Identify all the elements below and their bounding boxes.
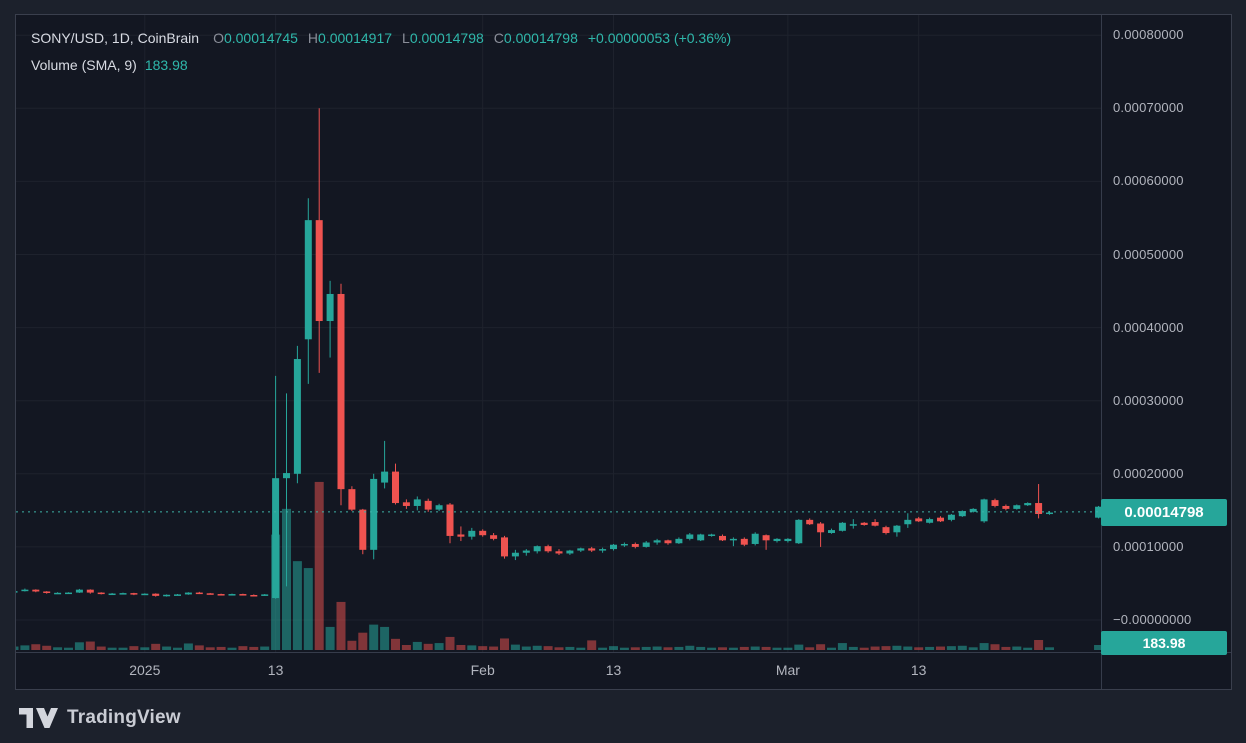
- close-value: 0.00014798: [503, 30, 578, 46]
- price-tick-label: 0.00030000: [1113, 392, 1184, 408]
- price-tick-label: 0.00020000: [1113, 465, 1184, 481]
- symbol-row: SONY/USD, 1D, CoinBrain O0.00014745 H0.000…: [31, 29, 731, 48]
- axis-separators: [16, 15, 1231, 689]
- grid-layer: [16, 15, 1101, 652]
- price-tick-label: 0.00050000: [1113, 246, 1184, 262]
- time-tick-label: 13: [910, 662, 927, 678]
- symbol-title[interactable]: SONY/USD, 1D, CoinBrain: [31, 30, 200, 46]
- volume-study-label[interactable]: Volume (SMA, 9): [31, 57, 137, 73]
- open-value: 0.00014745: [223, 30, 298, 46]
- time-tick-label: 2025: [129, 662, 161, 678]
- low-value: 0.00014798: [409, 30, 484, 46]
- price-tick-label: 0.00060000: [1113, 173, 1184, 189]
- volume-row: Volume (SMA, 9) 183.98: [31, 56, 731, 75]
- volume-study-value: 183.98: [144, 57, 188, 73]
- open-label: O: [213, 30, 224, 46]
- low-label: L: [402, 30, 410, 46]
- time-tick-label: 13: [605, 662, 622, 678]
- high-label: H: [307, 30, 319, 46]
- price-tick-label: 0.00010000: [1113, 538, 1184, 554]
- volume-layer: [16, 481, 1101, 650]
- time-tick-label: Mar: [775, 662, 800, 678]
- price-tick-label: −0.00000000: [1113, 612, 1192, 627]
- chart-legend: SONY/USD, 1D, CoinBrain O0.00014745 H0.000…: [31, 29, 731, 75]
- candles-layer: [16, 108, 1101, 599]
- tradingview-attribution[interactable]: TradingView: [18, 703, 181, 733]
- time-tick-label: 13: [267, 662, 284, 678]
- last-volume-badge: 183.98: [1101, 631, 1227, 655]
- close-label: C: [493, 30, 504, 46]
- chart-widget: SONY/USD, 1D, CoinBrain O0.00014745 H0.000…: [15, 14, 1232, 690]
- price-tick-label: 0.00070000: [1113, 100, 1184, 116]
- tradingview-logo-icon: [19, 708, 58, 728]
- price-tick-label: 0.00040000: [1113, 319, 1184, 335]
- high-value: 0.00014917: [318, 30, 393, 46]
- price-tick-label: 0.00080000: [1113, 27, 1184, 43]
- tradingview-logo-text: TradingView: [67, 707, 181, 728]
- last-price-badge: 0.00014798: [1101, 499, 1227, 526]
- price-chart-canvas[interactable]: [16, 15, 1231, 689]
- time-tick-label: Feb: [470, 662, 495, 678]
- change-value: +0.00000053 (+0.36%): [587, 30, 732, 46]
